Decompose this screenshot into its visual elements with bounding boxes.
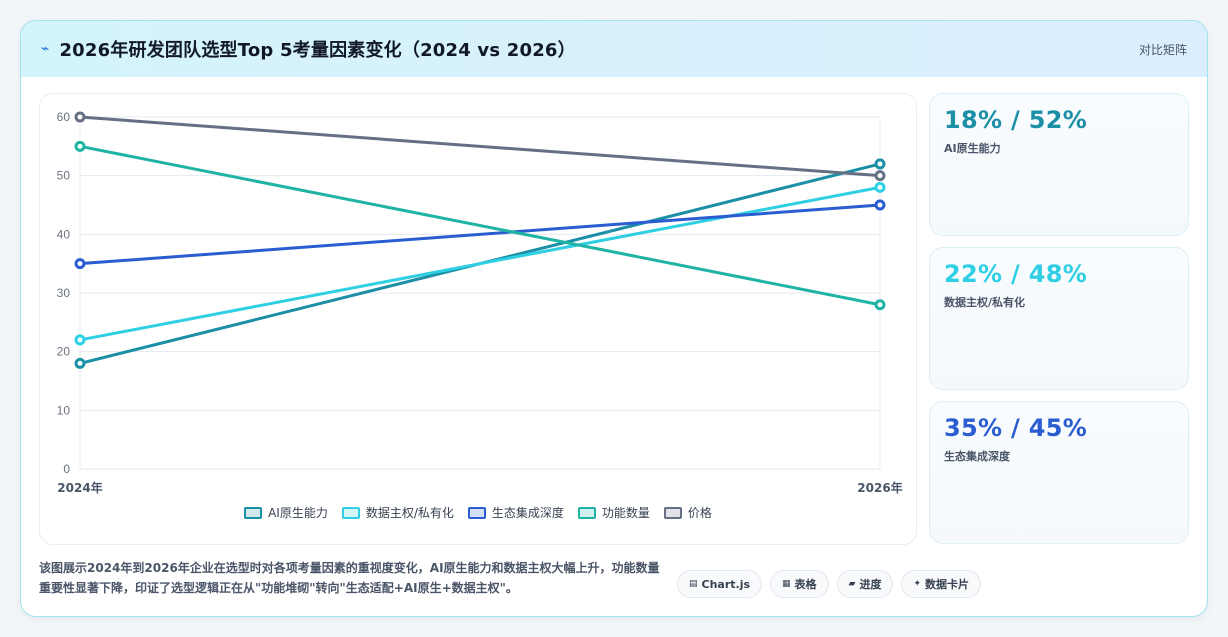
y-tick-label: 10 bbox=[57, 403, 71, 417]
legend-swatch bbox=[663, 506, 682, 519]
series-line bbox=[79, 203, 881, 266]
legend-item[interactable]: 功能数量 bbox=[577, 504, 650, 521]
kpi-value: 22% / 48% bbox=[944, 260, 1088, 288]
kpi-card-ai: 18% / 52% AI原生能力 bbox=[929, 93, 1189, 236]
chip-label: 进度 bbox=[859, 578, 882, 591]
view-chips: ▤ Chart.js ▦ 表格 ▰ 进度 ✦ 数据卡片 bbox=[677, 570, 982, 598]
chip-data-card[interactable]: ✦ 数据卡片 bbox=[901, 570, 982, 598]
card-icon: ✦ bbox=[913, 579, 922, 589]
legend-label: 生态集成深度 bbox=[491, 506, 564, 520]
kpi-value: 35% / 45% bbox=[944, 414, 1088, 442]
y-tick-label: 0 bbox=[63, 462, 70, 476]
bolt-icon: ⌁ bbox=[41, 41, 50, 57]
legend-swatch bbox=[577, 506, 596, 519]
legend-item[interactable]: 生态集成深度 bbox=[467, 504, 564, 521]
kpi-label: AI原生能力 bbox=[944, 142, 1001, 155]
legend-item[interactable]: 价格 bbox=[663, 504, 712, 521]
chip-label: Chart.js bbox=[701, 577, 751, 591]
legend-label: 价格 bbox=[687, 506, 712, 520]
table-icon: ▦ bbox=[782, 579, 791, 589]
x-tick-label: 2024年 bbox=[57, 480, 102, 495]
kpi-value: 18% / 52% bbox=[944, 106, 1088, 134]
legend-swatch bbox=[341, 506, 360, 519]
header-title-group: ⌁ 2026年研发团队选型Top 5考量因素变化（2024 vs 2026） bbox=[41, 36, 576, 62]
line-chart: 0 10 20 30 40 50 60 2024年 2026年 bbox=[57, 110, 903, 495]
y-tick-label: 50 bbox=[57, 169, 71, 183]
chip-label: 表格 bbox=[794, 578, 817, 591]
data-point bbox=[874, 170, 886, 182]
data-point bbox=[74, 140, 86, 152]
data-point bbox=[74, 334, 86, 346]
compare-matrix-link[interactable]: 对比矩阵 bbox=[1138, 42, 1187, 57]
legend-label: 功能数量 bbox=[601, 506, 650, 520]
kpi-label: 数据主权/私有化 bbox=[944, 296, 1026, 309]
kpi-card-ecosystem: 35% / 45% 生态集成深度 bbox=[929, 401, 1189, 544]
legend-swatch bbox=[467, 506, 486, 519]
legend-label: 数据主权/私有化 bbox=[365, 506, 454, 520]
series-line bbox=[79, 185, 881, 342]
legend-label: AI原生能力 bbox=[268, 506, 328, 520]
chip-progress[interactable]: ▰ 进度 bbox=[836, 570, 894, 598]
y-tick-label: 60 bbox=[57, 110, 71, 124]
data-point bbox=[74, 357, 86, 369]
y-tick-label: 20 bbox=[57, 345, 71, 359]
chip-chartjs[interactable]: ▤ Chart.js bbox=[677, 570, 763, 598]
data-point bbox=[74, 111, 86, 123]
y-tick-label: 40 bbox=[57, 227, 71, 241]
chart-icon: ▤ bbox=[689, 579, 698, 589]
card-header: ⌁ 2026年研发团队选型Top 5考量因素变化（2024 vs 2026） 对… bbox=[21, 21, 1207, 77]
data-point bbox=[874, 158, 886, 170]
legend-item[interactable]: AI原生能力 bbox=[244, 504, 328, 521]
chart-legend: AI原生能力 数据主权/私有化 生态集成深度 功能数量 价格 bbox=[40, 504, 916, 521]
x-tick-label: 2026年 bbox=[857, 480, 902, 495]
legend-item[interactable]: 数据主权/私有化 bbox=[341, 504, 454, 521]
kpi-card-data-sovereignty: 22% / 48% 数据主权/私有化 bbox=[929, 247, 1189, 390]
legend-swatch bbox=[244, 506, 263, 519]
data-point bbox=[74, 258, 86, 270]
chart-description: 该图展示2024年到2026年企业在选型时对各项考量因素的重视度变化，AI原生能… bbox=[39, 561, 660, 595]
progress-icon: ▰ bbox=[848, 579, 856, 589]
y-tick-label: 30 bbox=[57, 286, 71, 300]
chip-table[interactable]: ▦ 表格 bbox=[770, 570, 829, 598]
chip-label: 数据卡片 bbox=[925, 578, 970, 591]
data-point bbox=[874, 299, 886, 311]
series-line bbox=[79, 115, 881, 178]
page-title: 2026年研发团队选型Top 5考量因素变化（2024 vs 2026） bbox=[59, 40, 576, 61]
line-chart-panel: 0 10 20 30 40 50 60 2024年 2026年 AI原生能力 数据主权/私有化 生态… bbox=[39, 93, 917, 545]
data-point bbox=[874, 199, 886, 211]
kpi-label: 生态集成深度 bbox=[944, 450, 1010, 463]
series-line bbox=[79, 144, 881, 307]
chart-card: ⌁ 2026年研发团队选型Top 5考量因素变化（2024 vs 2026） 对… bbox=[20, 20, 1208, 617]
data-point bbox=[874, 181, 886, 193]
